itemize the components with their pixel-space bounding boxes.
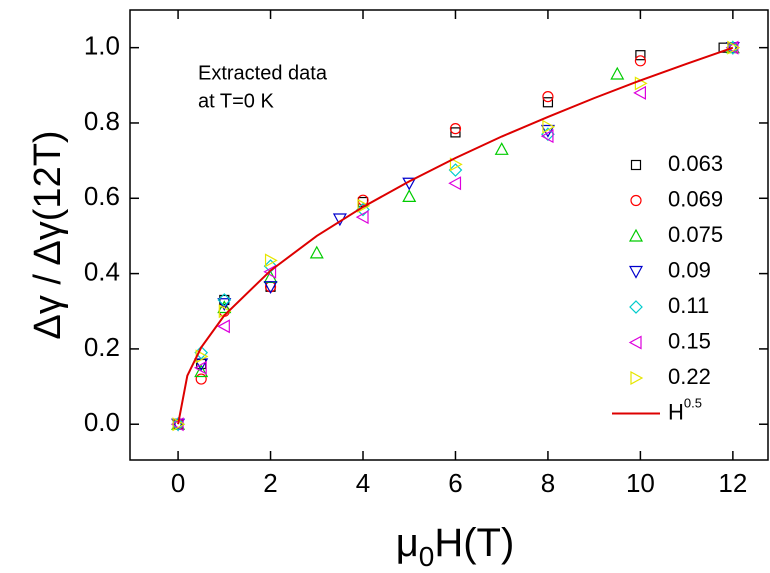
- legend-label: 0.075: [668, 222, 723, 247]
- y-tick-label: 0.0: [84, 407, 120, 437]
- legend-marker: [630, 370, 644, 386]
- marker: [195, 373, 207, 385]
- marker: [610, 66, 625, 80]
- legend-marker: [628, 335, 642, 350]
- marker: [355, 210, 369, 225]
- x-label-tail: H(T): [434, 521, 514, 565]
- legend-marker: [628, 228, 644, 242]
- x-tick-label: 6: [448, 468, 462, 498]
- y-tick-label: 0.2: [84, 332, 120, 362]
- marker: [726, 40, 740, 55]
- marker: [540, 129, 554, 144]
- marker: [634, 55, 647, 67]
- y-tick-label: 0.4: [84, 256, 120, 286]
- x-label-main: μ: [396, 521, 419, 565]
- marker: [194, 364, 209, 378]
- legend-marker: [630, 159, 642, 171]
- x-tick-label: 0: [171, 468, 185, 498]
- marker: [264, 253, 278, 268]
- marker: [219, 294, 230, 306]
- marker: [263, 281, 278, 295]
- legend-label: 0.15: [668, 328, 711, 353]
- marker: [402, 189, 417, 203]
- plot-frame: [129, 9, 769, 461]
- marker: [193, 360, 207, 375]
- marker: [494, 142, 509, 155]
- marker: [635, 50, 646, 61]
- legend-marker: [630, 194, 642, 207]
- marker: [309, 245, 324, 259]
- legend-label: 0.063: [668, 151, 723, 176]
- x-tick-label: 8: [541, 468, 555, 498]
- legend-label: 0.22: [668, 364, 711, 389]
- x-tick-label: 4: [356, 468, 370, 498]
- y-tick-label: 0.8: [84, 106, 120, 136]
- marker: [542, 91, 554, 103]
- marker: [542, 119, 556, 134]
- x-axis-label: μ0H(T): [396, 521, 515, 573]
- marker: [171, 417, 185, 432]
- legend-label: 0.09: [668, 257, 711, 282]
- y-tick-label: 0.6: [84, 181, 120, 211]
- legend-label: 0.11: [668, 293, 709, 318]
- marker: [217, 319, 230, 334]
- x-label-sub: 0: [419, 541, 435, 572]
- x-tick-label: 12: [718, 468, 747, 498]
- legend-marker: [629, 300, 643, 314]
- annotation: at T=0 K: [198, 90, 274, 112]
- marker: [217, 298, 232, 311]
- marker: [633, 85, 647, 100]
- marker: [263, 264, 277, 279]
- fit-line: [177, 46, 734, 425]
- marker: [448, 176, 462, 191]
- marker: [727, 40, 741, 55]
- marker: [449, 157, 463, 172]
- legend-exponent: 0.5: [684, 396, 702, 411]
- marker: [450, 127, 461, 138]
- legend-label: H0.5: [668, 396, 702, 424]
- y-axis-label: Δγ / Δγ(12T): [27, 130, 69, 339]
- legend-base: H: [668, 399, 684, 424]
- marker: [263, 259, 278, 273]
- x-tick-label: 10: [626, 468, 655, 498]
- y-tick-label: 1.0: [84, 31, 120, 61]
- marker: [357, 198, 371, 213]
- legend-label: 0.069: [668, 186, 723, 211]
- marker: [542, 97, 554, 108]
- x-tick-label: 2: [263, 468, 277, 498]
- annotation: Extracted data: [198, 62, 328, 84]
- marker: [217, 293, 232, 307]
- marker: [448, 163, 463, 177]
- marker: [449, 123, 462, 135]
- legend-marker: [628, 265, 644, 279]
